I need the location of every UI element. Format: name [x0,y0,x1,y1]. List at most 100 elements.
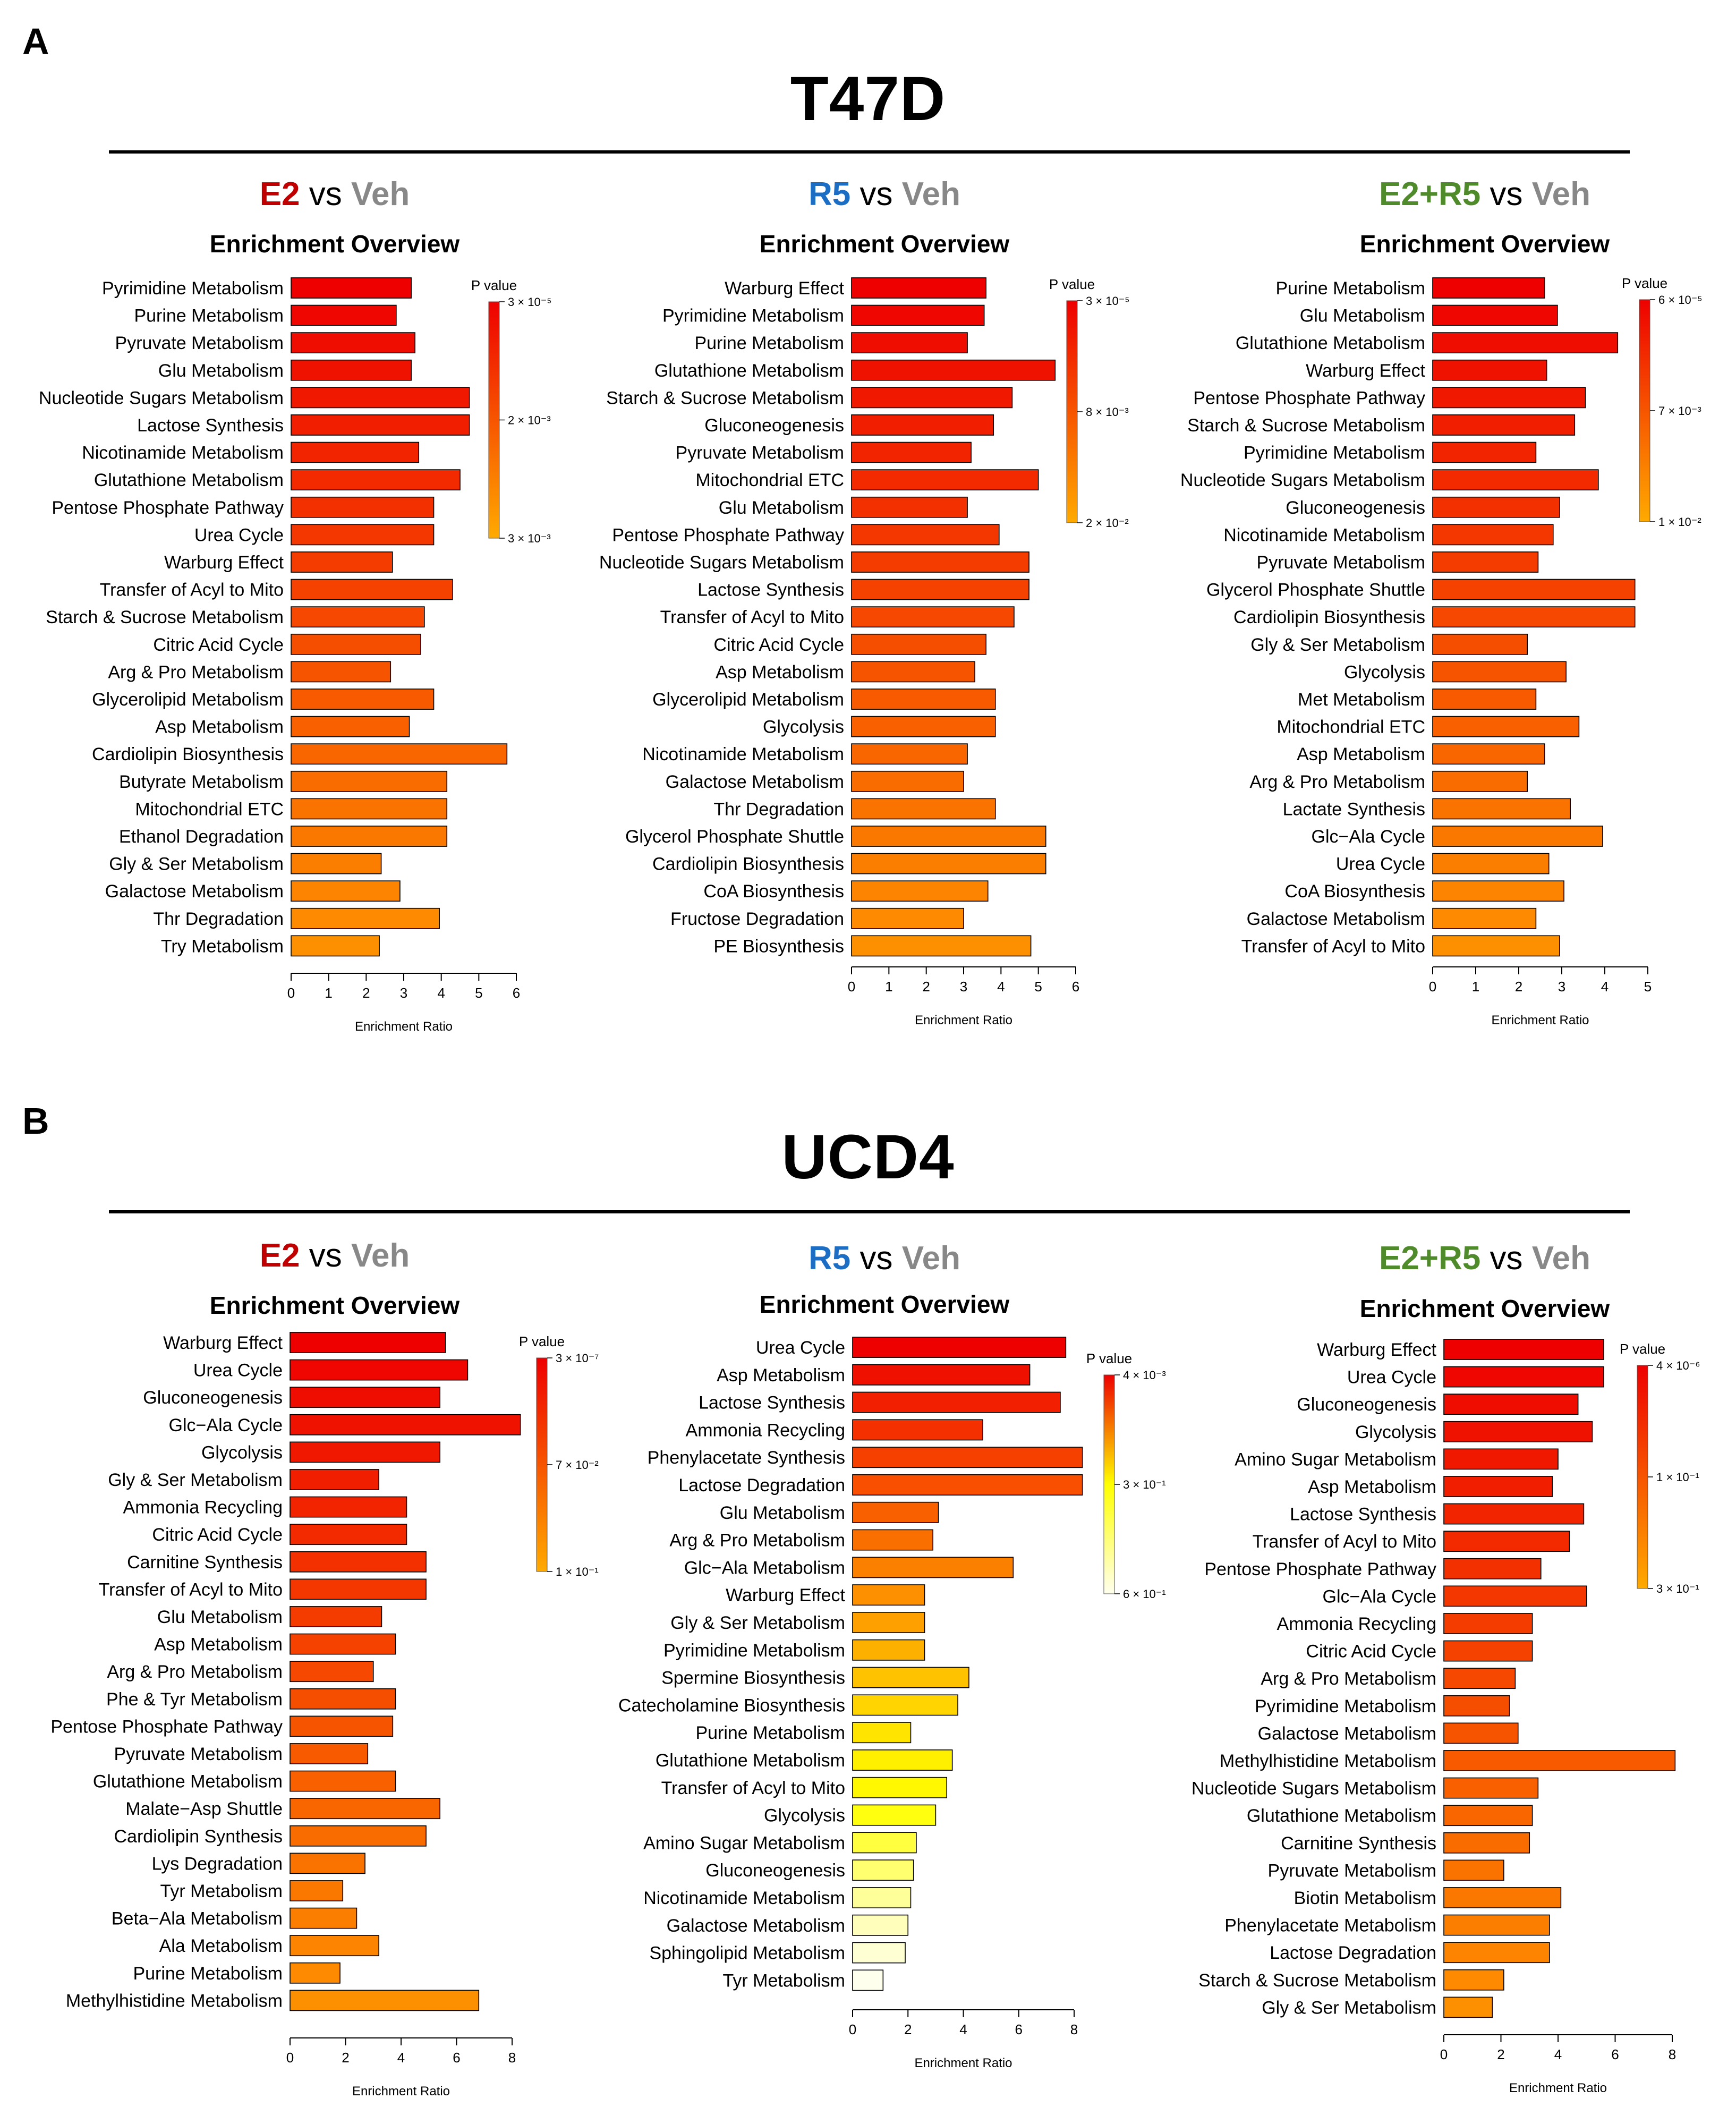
x-tick-label: 2 [1497,2046,1504,2062]
enrichment-bar [291,496,435,518]
enrichment-bar [1432,304,1558,326]
pathway-label: Starch & Sucrose Metabolism [1187,415,1425,436]
enrichment-bar [852,1722,912,1744]
enrichment-bar [291,716,410,737]
pathway-label: Spermine Biosynthesis [661,1668,845,1688]
pathway-label: Pentose Phosphate Pathway [52,498,284,518]
legend-tick-label: 3 × 10⁻⁵ [1086,294,1130,308]
enrichment-bar [1432,661,1567,683]
x-tick-label: 0 [287,985,295,1001]
section-title-ucd4: UCD4 [781,1122,955,1192]
legend-tick-label: 1 × 10⁻¹ [1656,1471,1699,1484]
enrichment-bar [290,1551,427,1573]
pathway-label: Gly & Ser Metabolism [670,1613,845,1633]
pathway-label: Urea Cycle [756,1338,845,1358]
enrichment-bar [851,441,972,463]
pathway-label: Warburg Effect [725,278,844,299]
pathway-label: Carnitine Synthesis [127,1552,283,1573]
pathway-label: Citric Acid Cycle [713,635,844,655]
vs-label: vs [1480,176,1532,213]
pathway-label: Mitochondrial ETC [695,470,844,490]
pathway-label: Glc−Ala Cycle [1323,1586,1436,1607]
pathway-label: Nicotinamide Metabolism [642,744,844,764]
enrichment-bar [1443,1640,1533,1662]
x-tick-label: 4 [997,979,1005,995]
pathway-label: Transfer of Acyl to Mito [99,1579,283,1600]
enrichment-bar [851,524,1000,546]
enrichment-bar [851,907,964,929]
x-tick-label: 1 [1472,979,1479,995]
x-tick-label: 6 [1611,2046,1619,2062]
pathway-label: Amino Sugar Metabolism [1235,1449,1436,1469]
pathway-label: Arg & Pro Metabolism [1249,772,1425,792]
enrichment-bar [1443,1448,1559,1470]
condition-label: E2 [259,176,300,213]
condition-label: E2 [259,1237,300,1274]
pathway-label: CoA Biosynthesis [1284,881,1425,902]
pathway-label: Gly & Ser Metabolism [108,1470,283,1490]
x-axis-label: Enrichment Ratio [915,1013,1012,1027]
x-tick-label: 4 [1554,2046,1562,2062]
enrichment-bar [291,359,412,381]
enrichment-bar [852,1639,925,1661]
legend-tick-label: 1 × 10⁻¹ [556,1565,599,1578]
enrichment-bar [1432,414,1576,436]
x-tick-label: 3 [960,979,967,995]
pathway-label: Gluconeogenesis [1297,1395,1436,1415]
pathway-label: Warburg Effect [163,1333,283,1353]
legend-title: P value [519,1333,565,1349]
enrichment-bar [290,1715,394,1737]
enrichment-bar [851,579,1029,600]
enrichment-bar [290,1770,396,1792]
enrichment-bar [1443,1668,1516,1689]
enrichment-bar [1443,1859,1504,1881]
x-tick-label: 2 [1515,979,1522,995]
pathway-label: Pentose Phosphate Pathway [50,1717,283,1737]
x-tick-label: 4 [397,2050,405,2066]
pathway-label: Galactose Metabolism [1258,1723,1436,1744]
panel-letter-b: B [22,1100,49,1142]
pathway-label: Starch & Sucrose Metabolism [1198,1970,1436,1991]
pathway-label: Glutathione Metabolism [93,1772,283,1792]
pathway-label: Lactose Synthesis [1290,1505,1436,1525]
pathway-label: Lactose Degradation [678,1475,845,1496]
pathway-label: Glycerol Phosphate Shuttle [1206,580,1425,600]
pathway-label: Glycolysis [763,717,844,737]
enrichment-bar [291,524,435,546]
x-tick-label: 0 [848,979,855,995]
enrichment-bar [852,1501,939,1523]
pathway-label: Pyrimidine Metabolism [662,306,844,326]
panelB-chart2-title: R5 vs Veh [619,1239,1150,1277]
pathway-label: Asp Metabolism [716,662,844,682]
enrichment-bar [1443,1476,1553,1497]
legend-tick-label: 6 × 10⁻¹ [1123,1587,1166,1601]
pathway-label: Pyruvate Metabolism [1268,1860,1436,1881]
pathway-label: Biotin Metabolism [1294,1888,1436,1908]
pathway-label: Purine Metabolism [134,306,284,326]
x-axis-label: Enrichment Ratio [355,1019,453,1034]
pathway-label: Cardiolipin Biosynthesis [92,744,284,764]
pathway-label: Citric Acid Cycle [153,635,284,655]
pathway-label: Arg & Pro Metabolism [1261,1669,1436,1689]
enrichment-bar [1432,277,1545,299]
enrichment-bar [851,853,1046,874]
enrichment-bar [290,1469,379,1490]
panelA-chart3-title: E2+R5 vs Veh [1219,175,1736,213]
enrichment-bar [1432,907,1537,929]
x-tick-label: 0 [1440,2046,1448,2062]
enrichment-bar [1432,853,1550,874]
enrichment-bar [290,1496,407,1518]
x-tick-label: 4 [437,985,445,1001]
pathway-label: Glycolysis [1355,1422,1436,1442]
pathway-label: Transfer of Acyl to Mito [661,1778,845,1798]
pathway-label: Try Metabolism [161,936,284,956]
enrichment-bar [852,1391,1061,1413]
enrichment-bar [291,826,448,847]
pathway-label: Thr Degradation [713,799,844,819]
pathway-label: Gluconeogenesis [704,415,844,436]
enrichment-bar [1443,1531,1570,1552]
enrichment-bar [291,853,382,874]
enrichment-bar [290,1688,396,1710]
pathway-label: Malate−Asp Shuttle [125,1799,283,1819]
